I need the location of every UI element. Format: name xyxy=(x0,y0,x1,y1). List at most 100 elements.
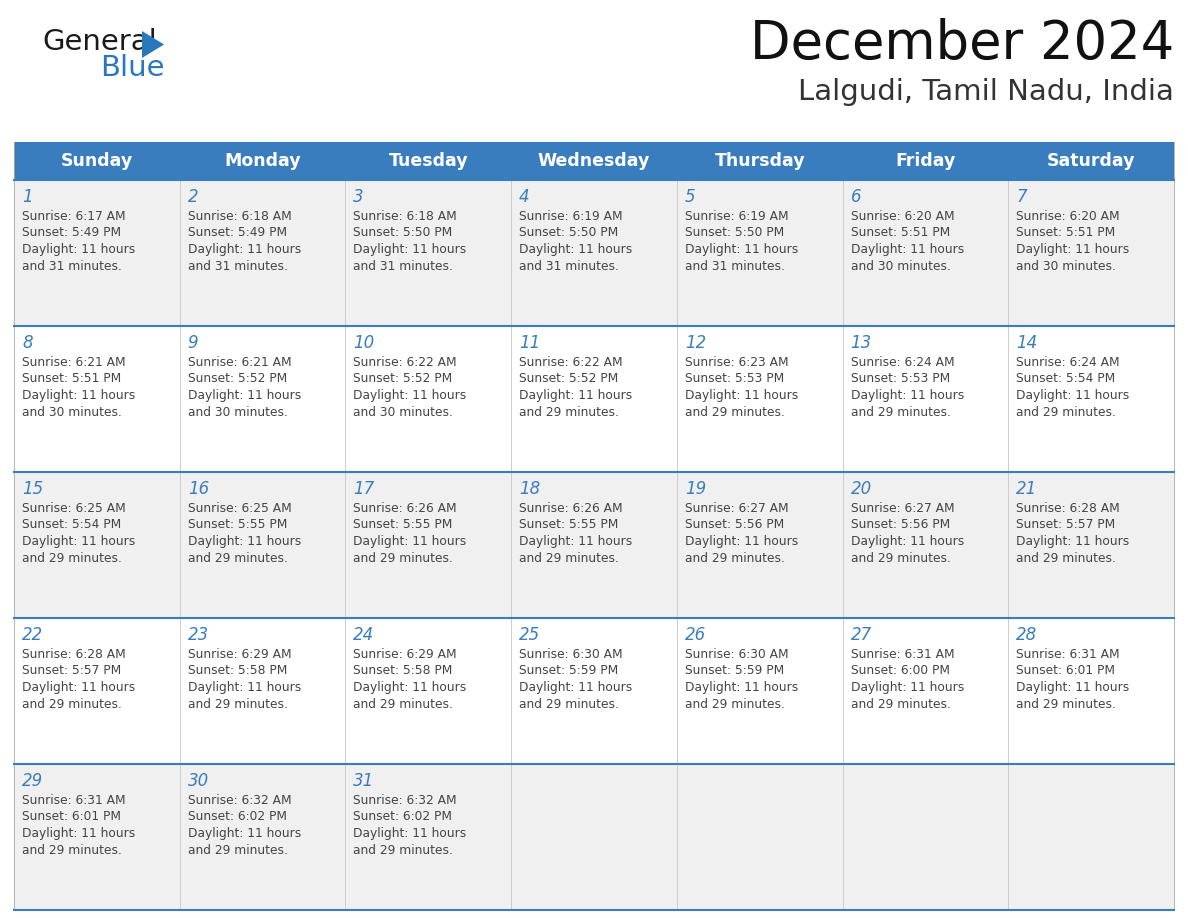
Text: Sunset: 5:55 PM: Sunset: 5:55 PM xyxy=(353,519,453,532)
Text: and 29 minutes.: and 29 minutes. xyxy=(188,844,287,856)
Text: Sunrise: 6:19 AM: Sunrise: 6:19 AM xyxy=(684,210,789,223)
Text: Sunrise: 6:22 AM: Sunrise: 6:22 AM xyxy=(353,356,457,369)
Text: Daylight: 11 hours: Daylight: 11 hours xyxy=(851,243,963,256)
Text: and 31 minutes.: and 31 minutes. xyxy=(684,260,785,273)
Text: 10: 10 xyxy=(353,334,374,352)
Text: Sunday: Sunday xyxy=(61,152,133,170)
Text: 11: 11 xyxy=(519,334,541,352)
Text: Daylight: 11 hours: Daylight: 11 hours xyxy=(1016,389,1130,402)
Text: Sunset: 5:55 PM: Sunset: 5:55 PM xyxy=(519,519,619,532)
Text: Daylight: 11 hours: Daylight: 11 hours xyxy=(188,681,301,694)
Text: Sunrise: 6:32 AM: Sunrise: 6:32 AM xyxy=(188,794,291,807)
Text: Sunrise: 6:30 AM: Sunrise: 6:30 AM xyxy=(519,648,623,661)
Text: Sunset: 5:49 PM: Sunset: 5:49 PM xyxy=(188,227,286,240)
Text: 27: 27 xyxy=(851,626,872,644)
Text: Sunset: 5:56 PM: Sunset: 5:56 PM xyxy=(851,519,950,532)
Text: and 30 minutes.: and 30 minutes. xyxy=(188,406,287,419)
Text: Daylight: 11 hours: Daylight: 11 hours xyxy=(188,827,301,840)
Text: 9: 9 xyxy=(188,334,198,352)
Text: and 31 minutes.: and 31 minutes. xyxy=(353,260,454,273)
Text: Sunrise: 6:21 AM: Sunrise: 6:21 AM xyxy=(23,356,126,369)
Text: Daylight: 11 hours: Daylight: 11 hours xyxy=(1016,681,1130,694)
Text: Sunset: 6:01 PM: Sunset: 6:01 PM xyxy=(23,811,121,823)
Text: Sunset: 6:00 PM: Sunset: 6:00 PM xyxy=(851,665,949,677)
Text: and 29 minutes.: and 29 minutes. xyxy=(1016,552,1117,565)
Text: 24: 24 xyxy=(353,626,374,644)
Bar xyxy=(14,764,1174,910)
Text: and 30 minutes.: and 30 minutes. xyxy=(23,406,122,419)
Text: Sunrise: 6:26 AM: Sunrise: 6:26 AM xyxy=(519,502,623,515)
Text: General: General xyxy=(42,28,157,56)
Text: Sunset: 5:50 PM: Sunset: 5:50 PM xyxy=(519,227,619,240)
Text: and 31 minutes.: and 31 minutes. xyxy=(519,260,619,273)
Text: Thursday: Thursday xyxy=(714,152,805,170)
Text: and 29 minutes.: and 29 minutes. xyxy=(684,406,785,419)
Text: and 31 minutes.: and 31 minutes. xyxy=(23,260,122,273)
Text: Sunrise: 6:30 AM: Sunrise: 6:30 AM xyxy=(684,648,789,661)
Text: and 29 minutes.: and 29 minutes. xyxy=(851,552,950,565)
Bar xyxy=(14,618,1174,764)
Text: Daylight: 11 hours: Daylight: 11 hours xyxy=(684,681,798,694)
Text: and 30 minutes.: and 30 minutes. xyxy=(1016,260,1117,273)
Text: and 31 minutes.: and 31 minutes. xyxy=(188,260,287,273)
Text: Daylight: 11 hours: Daylight: 11 hours xyxy=(353,389,467,402)
Text: Daylight: 11 hours: Daylight: 11 hours xyxy=(684,535,798,548)
Text: Sunrise: 6:25 AM: Sunrise: 6:25 AM xyxy=(23,502,126,515)
Polygon shape xyxy=(143,31,164,58)
Text: 1: 1 xyxy=(23,188,32,206)
Text: Sunset: 5:54 PM: Sunset: 5:54 PM xyxy=(23,519,121,532)
Text: Daylight: 11 hours: Daylight: 11 hours xyxy=(519,243,632,256)
Text: Sunrise: 6:24 AM: Sunrise: 6:24 AM xyxy=(1016,356,1120,369)
Text: and 30 minutes.: and 30 minutes. xyxy=(851,260,950,273)
Text: and 29 minutes.: and 29 minutes. xyxy=(519,406,619,419)
Text: 2: 2 xyxy=(188,188,198,206)
Text: 26: 26 xyxy=(684,626,706,644)
Text: Sunset: 5:53 PM: Sunset: 5:53 PM xyxy=(851,373,950,386)
Text: 29: 29 xyxy=(23,772,43,790)
Text: 21: 21 xyxy=(1016,480,1037,498)
Text: Sunrise: 6:31 AM: Sunrise: 6:31 AM xyxy=(23,794,126,807)
Text: and 29 minutes.: and 29 minutes. xyxy=(684,552,785,565)
Text: Daylight: 11 hours: Daylight: 11 hours xyxy=(23,827,135,840)
Bar xyxy=(14,180,1174,326)
Text: Sunset: 6:01 PM: Sunset: 6:01 PM xyxy=(1016,665,1116,677)
Text: Daylight: 11 hours: Daylight: 11 hours xyxy=(684,243,798,256)
Text: 14: 14 xyxy=(1016,334,1037,352)
Text: Sunset: 5:55 PM: Sunset: 5:55 PM xyxy=(188,519,287,532)
Bar xyxy=(14,326,1174,472)
Text: 12: 12 xyxy=(684,334,706,352)
Text: Daylight: 11 hours: Daylight: 11 hours xyxy=(519,681,632,694)
Text: Daylight: 11 hours: Daylight: 11 hours xyxy=(851,389,963,402)
Text: Daylight: 11 hours: Daylight: 11 hours xyxy=(23,389,135,402)
Bar xyxy=(14,142,1174,180)
Text: 7: 7 xyxy=(1016,188,1026,206)
Text: Sunset: 5:52 PM: Sunset: 5:52 PM xyxy=(353,373,453,386)
Text: Sunset: 5:59 PM: Sunset: 5:59 PM xyxy=(519,665,619,677)
Text: Sunrise: 6:29 AM: Sunrise: 6:29 AM xyxy=(188,648,291,661)
Text: Daylight: 11 hours: Daylight: 11 hours xyxy=(188,243,301,256)
Text: Sunrise: 6:27 AM: Sunrise: 6:27 AM xyxy=(851,502,954,515)
Text: Tuesday: Tuesday xyxy=(388,152,468,170)
Text: Daylight: 11 hours: Daylight: 11 hours xyxy=(519,535,632,548)
Text: Blue: Blue xyxy=(100,54,164,82)
Text: Sunrise: 6:20 AM: Sunrise: 6:20 AM xyxy=(851,210,954,223)
Text: 13: 13 xyxy=(851,334,872,352)
Text: and 29 minutes.: and 29 minutes. xyxy=(1016,698,1117,711)
Text: Daylight: 11 hours: Daylight: 11 hours xyxy=(188,389,301,402)
Text: 18: 18 xyxy=(519,480,541,498)
Text: and 29 minutes.: and 29 minutes. xyxy=(353,552,454,565)
Text: Daylight: 11 hours: Daylight: 11 hours xyxy=(353,535,467,548)
Text: Daylight: 11 hours: Daylight: 11 hours xyxy=(353,243,467,256)
Text: Sunset: 5:59 PM: Sunset: 5:59 PM xyxy=(684,665,784,677)
Text: Saturday: Saturday xyxy=(1047,152,1136,170)
Text: Sunrise: 6:21 AM: Sunrise: 6:21 AM xyxy=(188,356,291,369)
Text: Daylight: 11 hours: Daylight: 11 hours xyxy=(1016,535,1130,548)
Text: and 29 minutes.: and 29 minutes. xyxy=(851,406,950,419)
Text: and 29 minutes.: and 29 minutes. xyxy=(353,844,454,856)
Text: Sunrise: 6:24 AM: Sunrise: 6:24 AM xyxy=(851,356,954,369)
Text: Daylight: 11 hours: Daylight: 11 hours xyxy=(684,389,798,402)
Text: Sunset: 6:02 PM: Sunset: 6:02 PM xyxy=(188,811,286,823)
Text: Sunset: 6:02 PM: Sunset: 6:02 PM xyxy=(353,811,453,823)
Text: Daylight: 11 hours: Daylight: 11 hours xyxy=(353,827,467,840)
Text: 25: 25 xyxy=(519,626,541,644)
